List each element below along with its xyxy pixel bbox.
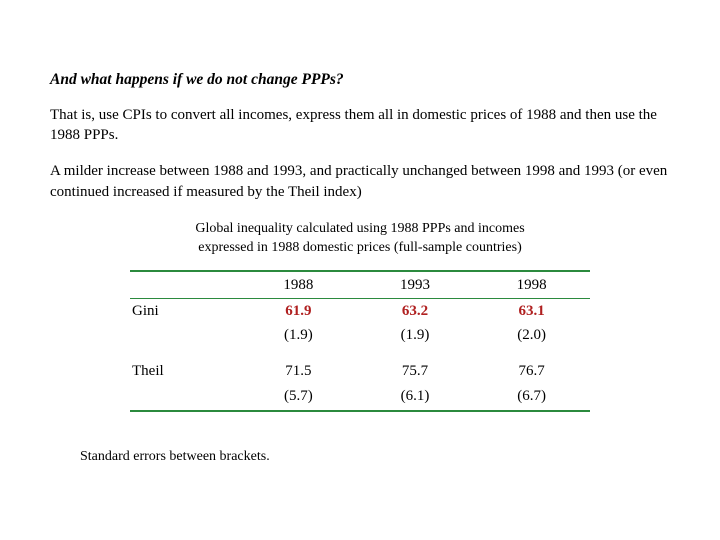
gini-se-1993: (1.9) bbox=[357, 323, 474, 347]
col-header-1993: 1993 bbox=[357, 272, 474, 299]
gini-se-1988: (1.9) bbox=[240, 323, 357, 347]
col-header-1988: 1988 bbox=[240, 272, 357, 299]
theil-se-1993: (6.1) bbox=[357, 384, 474, 408]
col-header-1998: 1998 bbox=[473, 272, 590, 299]
slide-title: And what happens if we do not change PPP… bbox=[50, 70, 670, 91]
footnote-text: Standard errors between brackets. bbox=[80, 448, 670, 467]
gini-se-1998: (2.0) bbox=[473, 323, 590, 347]
gini-1988: 61.9 bbox=[240, 298, 357, 323]
row-label-theil: Theil bbox=[130, 359, 240, 383]
row-label-gini: Gini bbox=[130, 298, 240, 323]
gini-1993: 63.2 bbox=[357, 298, 474, 323]
theil-se-1988: (5.7) bbox=[240, 384, 357, 408]
theil-1993: 75.7 bbox=[357, 359, 474, 383]
paragraph-2: A milder increase between 1988 and 1993,… bbox=[50, 161, 670, 202]
paragraph-1: That is, use CPIs to convert all incomes… bbox=[50, 105, 670, 146]
table-caption: Global inequality calculated using 1988 … bbox=[170, 220, 550, 258]
theil-1988: 71.5 bbox=[240, 359, 357, 383]
gini-1998: 63.1 bbox=[473, 298, 590, 323]
theil-1998: 76.7 bbox=[473, 359, 590, 383]
col-header-blank bbox=[130, 272, 240, 299]
theil-se-1998: (6.7) bbox=[473, 384, 590, 408]
inequality-table: 1988 1993 1998 Gini 61.9 63.2 63.1 (1.9)… bbox=[130, 270, 590, 412]
